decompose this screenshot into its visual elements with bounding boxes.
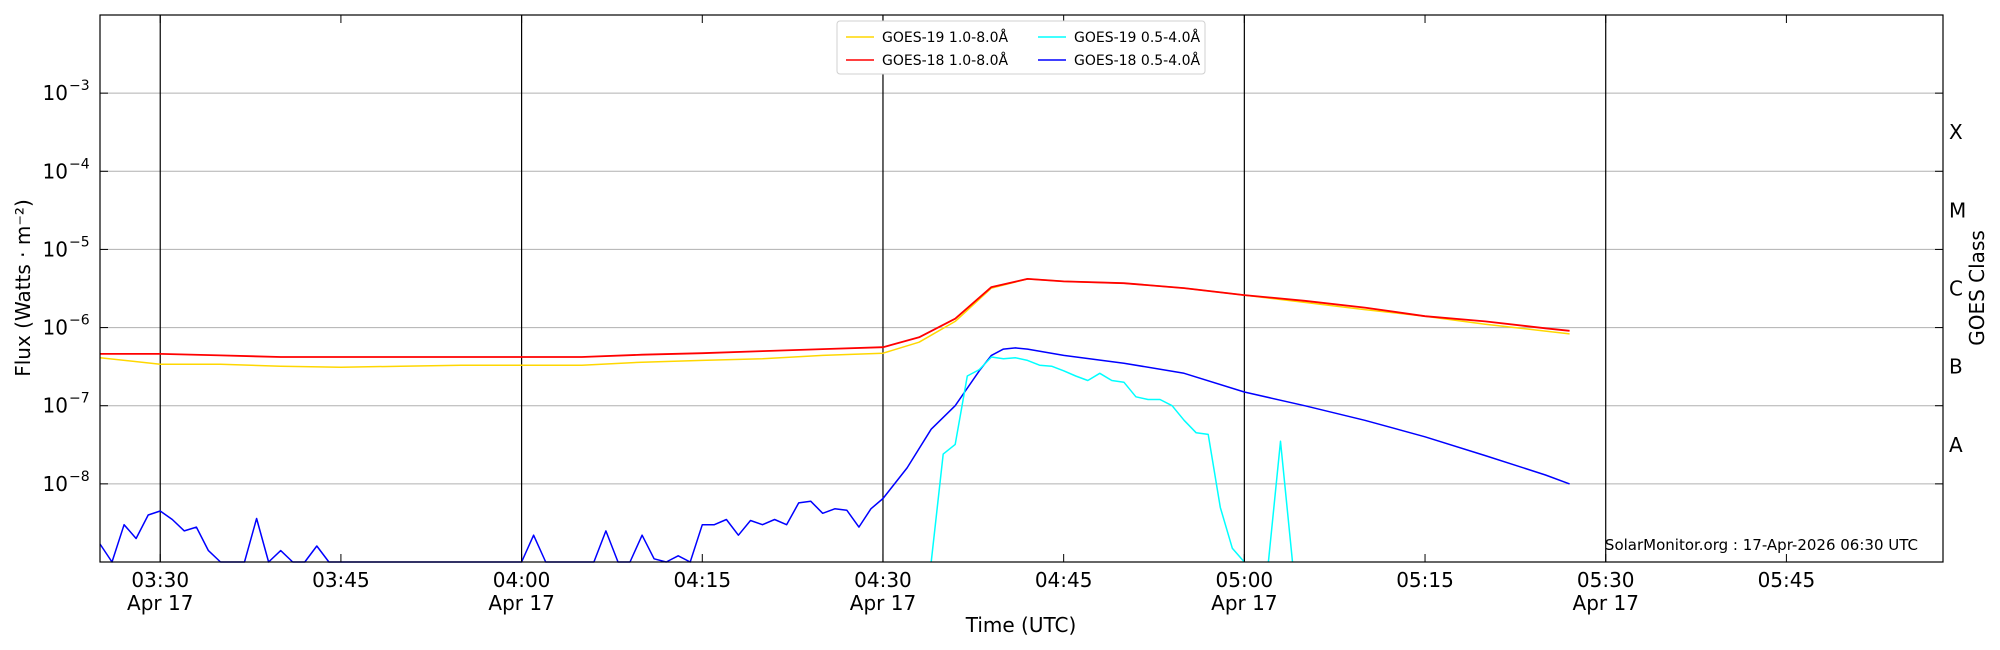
y-tick-label: 10 <box>43 159 68 183</box>
x-tick-label: 03:45 <box>312 568 370 592</box>
plot-frame <box>99 14 1944 563</box>
x-tick-label: 04:45 <box>1035 568 1093 592</box>
goes-class-label: X <box>1949 120 1963 144</box>
series-layer <box>99 277 1570 563</box>
goes-class-label: C <box>1949 277 1963 301</box>
x-tick-label: 05:15 <box>1396 568 1454 592</box>
y-tick-exponent: −3 <box>69 78 90 94</box>
x-tick-label: 03:30 <box>131 568 189 592</box>
y-tick-label: 10 <box>43 472 68 496</box>
y-tick-exponent: −8 <box>69 469 90 485</box>
x-axis-label: Time (UTC) <box>965 613 1077 637</box>
legend-label: GOES-19 1.0-8.0Å <box>882 29 1008 46</box>
series-line <box>930 356 1245 563</box>
x-tick-label: 04:00 <box>493 568 551 592</box>
y-tick-exponent: −7 <box>69 391 90 407</box>
goes-class-label: M <box>1949 198 1966 222</box>
y-tick-label: 10 <box>43 81 68 105</box>
legend-label: GOES-18 1.0-8.0Å <box>882 52 1008 69</box>
y-tick-exponent: −5 <box>69 234 90 250</box>
y-tick-label: 10 <box>43 394 68 418</box>
x-tick-sublabel: Apr 17 <box>850 591 916 615</box>
x-tick-sublabel: Apr 17 <box>127 591 193 615</box>
y-tick-exponent: −6 <box>69 313 90 329</box>
vertical-day-lines <box>159 15 1607 562</box>
tick-layer <box>100 15 1943 562</box>
y-tick-label: 10 <box>43 316 68 340</box>
series-line <box>100 277 1570 358</box>
goes-class-label: B <box>1949 355 1963 379</box>
series-line <box>99 278 1570 369</box>
series-line <box>99 347 1570 563</box>
watermark: SolarMonitor.org : 17-Apr-2026 06:30 UTC <box>1605 536 1918 554</box>
x-tick-label: 05:00 <box>1216 568 1274 592</box>
legend-label: GOES-18 0.5-4.0Å <box>1074 52 1200 69</box>
x-tick-label: 04:30 <box>854 568 912 592</box>
y2-axis-label: GOES Class <box>1965 230 1989 346</box>
x-tick-sublabel: Apr 17 <box>1573 591 1639 615</box>
y-tick-exponent: −4 <box>69 156 90 172</box>
y-axis-label: Flux (Watts · m⁻²) <box>11 199 35 377</box>
x-tick-label: 05:45 <box>1758 568 1816 592</box>
legend: GOES-19 1.0-8.0Å GOES-18 1.0-8.0Å GOES-19 … <box>836 20 1206 75</box>
x-tick-sublabel: Apr 17 <box>1211 591 1277 615</box>
goes-class-label: A <box>1949 433 1963 457</box>
grid-layer <box>100 92 1943 485</box>
y-tick-label: 10 <box>43 237 68 261</box>
series-line <box>1267 440 1294 563</box>
legend-label: GOES-19 0.5-4.0Å <box>1074 29 1200 46</box>
x-tick-label: 04:15 <box>673 568 731 592</box>
legend-box <box>836 20 1206 75</box>
x-tick-label: 05:30 <box>1577 568 1635 592</box>
x-tick-sublabel: Apr 17 <box>488 591 554 615</box>
